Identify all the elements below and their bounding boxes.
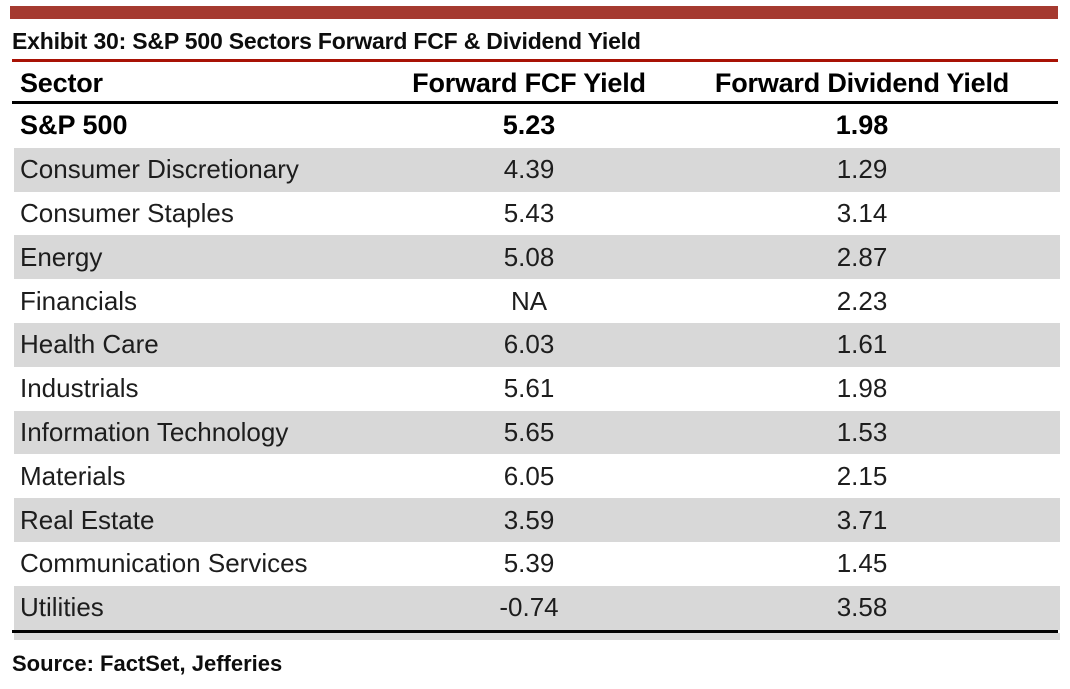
row-dividend-yield-value: 1.61 [836,329,888,360]
row-fcf-yield-value: 5.65 [503,416,555,447]
table-row: Information Technology 5.65 1.53 [14,410,1060,455]
table-row: Industrials 5.61 1.98 [14,366,1060,411]
column-header-sector: Sector [20,68,103,98]
source-note: Source: FactSet, Jefferies [12,650,283,676]
row-sector-label: S&P 500 [20,110,128,141]
row-fcf-yield-value: 5.61 [503,373,555,404]
table-row: Health Care 6.03 1.61 [14,322,1060,367]
table-row: Consumer Discretionary 4.39 1.29 [14,147,1060,192]
header-rule [12,101,1058,104]
row-dividend-yield-value: 1.98 [835,110,889,141]
row-sector-label: Consumer Staples [20,197,234,228]
title-rule [12,59,1058,62]
row-sector-label: Consumer Discretionary [20,154,299,185]
table-header-row: Sector Forward FCF Yield Forward Dividen… [14,62,1060,101]
row-dividend-yield-value: 3.14 [836,197,888,228]
table-body: S&P 500 5.23 1.98 Consumer Discretionary 4.3… [14,104,1060,630]
row-sector-label: Financials [20,285,138,316]
bottom-stripe [14,632,1060,640]
column-header-dividend-yield: Forward Dividend Yield [714,68,1010,98]
accent-bar [10,6,1058,19]
row-dividend-yield-value: 2.87 [836,241,888,272]
row-fcf-yield-value: 5.23 [502,110,556,141]
row-fcf-yield-value: NA [510,285,548,316]
table-row: Communication Services 5.39 1.45 [14,541,1060,586]
table-row: Utilities -0.74 3.58 [14,585,1060,630]
row-sector-label: Industrials [20,373,139,404]
row-fcf-yield-value: 5.43 [503,197,555,228]
row-dividend-yield-value: 1.53 [836,416,888,447]
row-fcf-yield-value: -0.74 [499,592,559,623]
row-sector-label: Information Technology [20,416,289,447]
row-dividend-yield-value: 1.29 [836,154,888,185]
row-sector-label: Communication Services [20,548,308,579]
row-fcf-yield-value: 4.39 [503,154,555,185]
row-sector-label: Health Care [20,329,159,360]
table-row: S&P 500 5.23 1.98 [14,104,1060,148]
row-dividend-yield-value: 2.15 [836,460,888,491]
row-fcf-yield-value: 5.39 [503,548,555,579]
table-row: Energy 5.08 2.87 [14,235,1060,280]
row-fcf-yield-value: 6.05 [503,460,555,491]
row-sector-label: Real Estate [20,504,155,535]
bottom-rule [12,629,1058,633]
table-row: Financials NA 2.23 [14,279,1060,323]
table-row: Materials 6.05 2.15 [14,454,1060,499]
exhibit-container: Exhibit 30: S&P 500 Sectors Forward FCF … [0,6,1070,689]
row-sector-label: Materials [20,460,126,491]
row-sector-label: Energy [20,241,103,272]
table-row: Consumer Staples 5.43 3.14 [14,191,1060,236]
row-dividend-yield-value: 1.98 [836,373,888,404]
row-dividend-yield-value: 3.71 [836,504,888,535]
column-header-fcf-yield: Forward FCF Yield [412,68,646,98]
row-fcf-yield-value: 5.08 [503,241,555,272]
table-row: Real Estate 3.59 3.71 [14,498,1060,542]
row-fcf-yield-value: 6.03 [503,329,555,360]
row-dividend-yield-value: 3.58 [836,592,888,623]
row-dividend-yield-value: 2.23 [836,285,888,316]
row-sector-label: Utilities [20,592,104,623]
row-dividend-yield-value: 1.45 [836,548,888,579]
row-fcf-yield-value: 3.59 [503,504,555,535]
exhibit-title: Exhibit 30: S&P 500 Sectors Forward FCF … [12,28,641,54]
